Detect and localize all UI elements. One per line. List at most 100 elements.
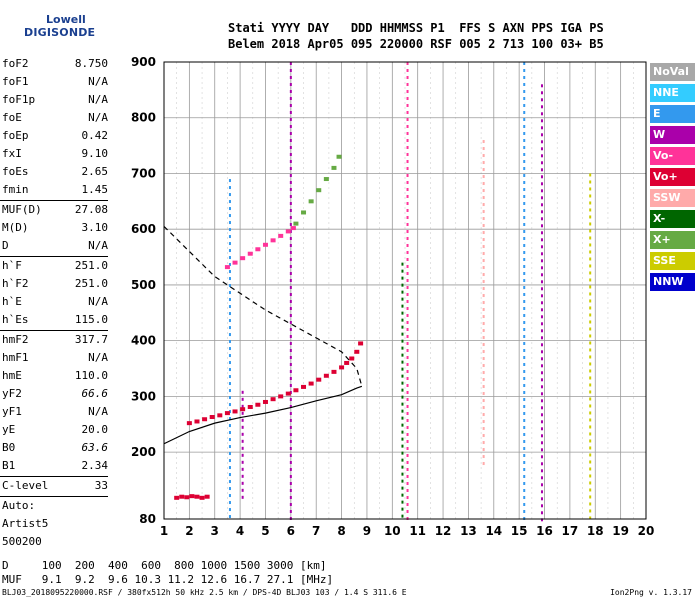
param-label: B1 xyxy=(2,459,16,472)
x-tick-label: 15 xyxy=(511,524,528,538)
param-row: B0 63.6 xyxy=(0,439,108,457)
echo-dot xyxy=(406,286,409,289)
echo-dot xyxy=(406,202,409,205)
param-value: N/A xyxy=(88,405,108,418)
echo-dot xyxy=(289,384,292,387)
echo-point xyxy=(209,415,215,420)
echo-dot xyxy=(401,339,404,343)
echo-dot xyxy=(540,175,543,179)
echo-point xyxy=(336,154,342,159)
echo-dot xyxy=(540,357,543,361)
x-tick-label: 20 xyxy=(638,524,655,538)
param-label: foF1p xyxy=(2,93,36,106)
echo-dot xyxy=(523,258,526,261)
echo-dot xyxy=(589,327,592,331)
x-tick-label: 3 xyxy=(211,524,219,538)
echo-point xyxy=(344,360,350,365)
echo-dot xyxy=(482,210,485,214)
param-label: 500200 xyxy=(2,535,42,548)
x-tick-label: 2 xyxy=(185,524,193,538)
echo-dot xyxy=(228,396,231,400)
echo-dot xyxy=(523,153,526,156)
echo-point xyxy=(301,384,307,389)
echo-dot xyxy=(406,62,409,65)
param-label: MUF(D) xyxy=(2,203,42,216)
param-label: yF1 xyxy=(2,405,22,418)
echo-dot xyxy=(401,283,404,287)
echo-dot xyxy=(540,189,543,193)
echo-dot xyxy=(289,496,292,499)
echo-dot xyxy=(540,315,543,319)
echo-dot xyxy=(523,209,526,212)
echo-dot xyxy=(523,496,526,499)
echo-dot xyxy=(589,215,592,219)
echo-dot xyxy=(540,364,543,368)
echo-point xyxy=(224,265,230,270)
echo-dot xyxy=(289,272,292,275)
echo-dot xyxy=(401,381,404,385)
echo-dot xyxy=(401,465,404,469)
echo-dot xyxy=(482,287,485,291)
echo-dot xyxy=(406,216,409,219)
echo-dot xyxy=(589,502,592,506)
param-label: h`E xyxy=(2,295,22,308)
echo-dot xyxy=(289,230,292,233)
echo-dot xyxy=(228,445,231,449)
param-row: yE 20.0 xyxy=(0,421,108,439)
echo-point xyxy=(354,349,360,354)
x-tick-label: 1 xyxy=(160,524,168,538)
param-label: foF2 xyxy=(2,57,29,70)
echo-dot xyxy=(589,453,592,457)
echo-dot xyxy=(589,376,592,380)
echo-dot xyxy=(289,125,292,128)
echo-dot xyxy=(228,501,231,505)
echo-dot xyxy=(523,335,526,338)
echo-point xyxy=(290,226,296,231)
echo-dot xyxy=(406,482,409,485)
x-tick-label: 12 xyxy=(435,524,452,538)
echo-dot xyxy=(540,294,543,298)
x-tick-label: 14 xyxy=(485,524,502,538)
echo-dot xyxy=(289,202,292,205)
echo-dot xyxy=(241,453,244,457)
echo-dot xyxy=(523,300,526,303)
echo-dot xyxy=(289,461,292,464)
echo-point xyxy=(240,256,246,261)
echo-dot xyxy=(482,203,485,207)
y-tick-label: 80 xyxy=(139,512,156,526)
param-row: hmE 110.0 xyxy=(0,367,108,385)
echo-dot xyxy=(401,409,404,413)
plot-frame xyxy=(163,61,647,520)
echo-dot xyxy=(406,258,409,261)
param-row: MUF(D) 27.08 xyxy=(0,201,108,219)
echo-dot xyxy=(523,412,526,415)
echo-point xyxy=(331,165,337,170)
x-tick-label: 9 xyxy=(363,524,371,538)
param-row: B1 2.34 xyxy=(0,457,108,475)
muf-row: MUF 9.1 9.2 9.6 10.3 11.2 12.6 16.7 27.1… xyxy=(2,573,334,586)
echo-dot xyxy=(482,350,485,354)
muf-table: D 100 200 400 600 800 1000 1500 3000 [km… xyxy=(2,559,333,587)
echo-point xyxy=(278,233,284,238)
echo-dot xyxy=(228,424,231,428)
echo-dot xyxy=(289,440,292,443)
echo-dot xyxy=(482,427,485,431)
echo-dot xyxy=(406,69,409,72)
echo-point xyxy=(202,417,208,422)
param-row: fmin 1.45 xyxy=(0,181,108,199)
echo-dot xyxy=(589,418,592,422)
echo-dot xyxy=(401,353,404,357)
echo-dot xyxy=(482,238,485,242)
echo-dot xyxy=(523,314,526,317)
echo-dot xyxy=(523,62,526,65)
echo-dot xyxy=(289,139,292,142)
echo-dot xyxy=(228,389,231,393)
echo-dot xyxy=(289,174,292,177)
echo-dot xyxy=(523,139,526,142)
echo-dot xyxy=(289,244,292,247)
echo-dot xyxy=(401,290,404,294)
y-tick-label: 200 xyxy=(131,445,156,459)
echo-dot xyxy=(523,181,526,184)
echo-dot xyxy=(289,321,292,324)
echo-dot xyxy=(228,277,231,281)
